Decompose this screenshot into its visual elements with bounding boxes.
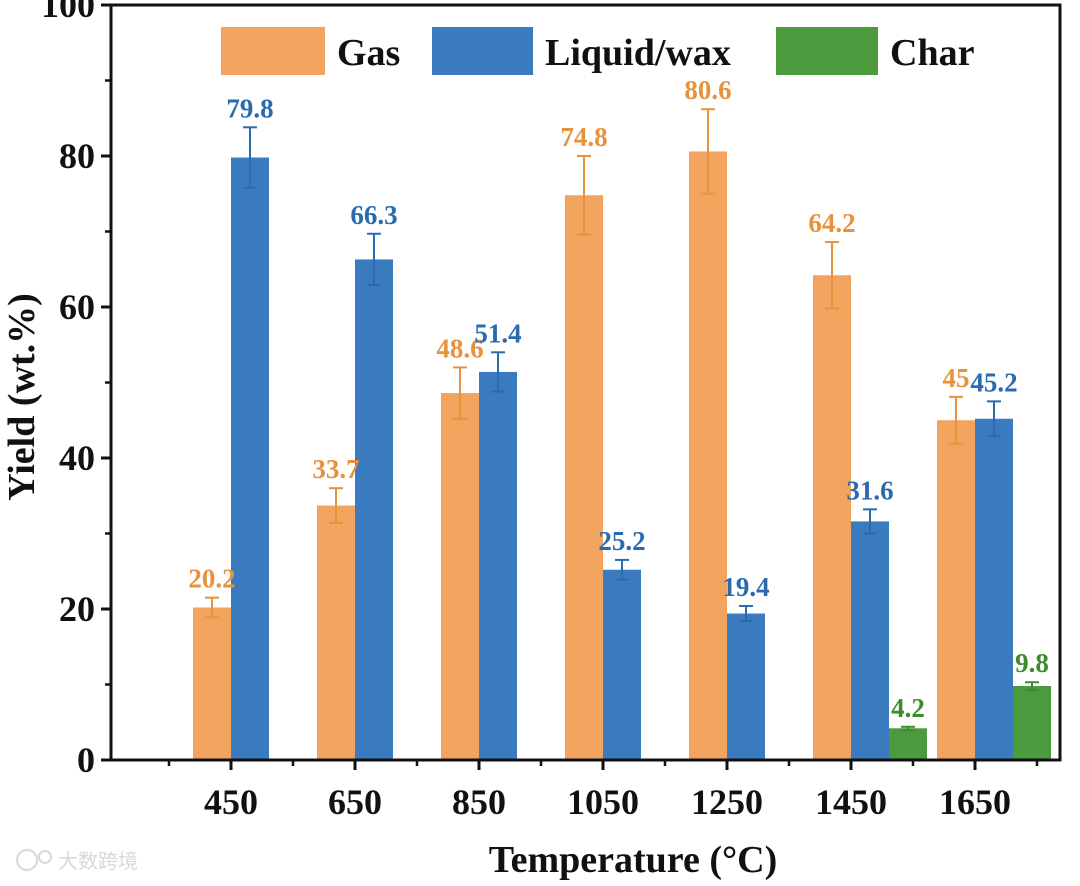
bar-gas-1050 (565, 195, 603, 760)
error-bar-gas-1250 (701, 108, 715, 195)
x-tick-label-1250: 1250 (691, 782, 763, 822)
error-bar-liquid-wax-1050 (615, 558, 629, 581)
y-tick-label-100: 100 (41, 0, 95, 25)
data-label-gas-850: 48.6 (436, 333, 483, 363)
legend: Gas Liquid/wax Char (221, 27, 975, 75)
legend-item-gas: Gas (221, 27, 400, 75)
data-labels-layer: 20.2 33.7 48.6 74.8 80.6 64.2 45 79.8 66.3 51.4 25… (188, 75, 1049, 723)
legend-swatch-liquid-wax (432, 27, 533, 75)
error-bar-gas-1450 (825, 241, 839, 310)
data-label-gas-1650: 45 (943, 363, 970, 393)
y-axis-ticks: 0 20 40 60 80 100 (41, 0, 111, 780)
error-bar-gas-850 (453, 366, 467, 420)
data-label-liquid-wax-1050: 25.2 (598, 526, 645, 556)
x-axis-title: Temperature (°C) (489, 839, 778, 881)
error-bar-gas-1650 (949, 395, 963, 445)
bar-liquid-wax-1050 (603, 569, 641, 760)
legend-swatch-char (776, 27, 878, 75)
data-label-gas-450: 20.2 (188, 564, 235, 594)
bar-liquid-wax-450 (231, 157, 269, 760)
x-axis-ticks: 450 650 850 1050 1250 1450 1650 (167, 760, 1039, 822)
error-bar-liquid-wax-1450 (863, 508, 877, 535)
data-label-liquid-wax-1650: 45.2 (970, 367, 1017, 397)
bar-liquid-wax-1450 (851, 521, 889, 760)
x-tick-label-850: 850 (452, 782, 506, 822)
y-axis-title: Yield (wt.%) (1, 293, 43, 501)
watermark-logo-dot (38, 850, 52, 864)
watermark-text: 大数跨境 (58, 849, 138, 873)
x-tick-label-1050: 1050 (567, 782, 639, 822)
bar-liquid-wax-650 (355, 259, 393, 760)
bar-liquid-wax-850 (479, 371, 517, 760)
error-bar-liquid-wax-850 (491, 351, 505, 393)
data-label-liquid-wax-650: 66.3 (350, 200, 397, 230)
data-label-char-1650: 9.8 (1015, 648, 1049, 678)
legend-label-liquid-wax: Liquid/wax (545, 32, 731, 74)
error-bars-layer (205, 108, 1039, 731)
error-bar-liquid-wax-1650 (987, 400, 1001, 438)
error-bar-gas-1050 (577, 155, 591, 236)
watermark: 大数跨境 (16, 849, 138, 873)
bar-gas-1450 (813, 275, 851, 760)
bar-liquid-wax-1650 (975, 418, 1013, 760)
bar-gas-1250 (689, 151, 727, 761)
data-label-liquid-wax-1450: 31.6 (846, 475, 893, 505)
y-tick-label-20: 20 (59, 589, 95, 629)
data-label-gas-1050: 74.8 (560, 122, 607, 152)
x-tick-label-450: 450 (204, 782, 258, 822)
error-bar-liquid-wax-1250 (739, 604, 753, 623)
legend-label-gas: Gas (337, 32, 400, 74)
error-bar-liquid-wax-450 (243, 126, 257, 189)
bar-char-1450 (889, 728, 927, 760)
bars-layer (193, 151, 1051, 761)
bar-gas-850 (441, 393, 479, 760)
legend-label-char: Char (890, 32, 975, 74)
data-label-gas-1450: 64.2 (808, 208, 855, 238)
watermark-logo-icon (16, 849, 38, 871)
data-label-liquid-wax-450: 79.8 (226, 93, 273, 123)
legend-item-char: Char (776, 27, 975, 75)
y-tick-label-40: 40 (59, 438, 95, 478)
legend-item-liquid-wax: Liquid/wax (432, 27, 731, 75)
data-label-gas-650: 33.7 (312, 454, 359, 484)
bar-gas-1650 (937, 420, 975, 760)
bar-gas-650 (317, 505, 355, 760)
error-bar-gas-650 (329, 487, 343, 524)
bar-gas-450 (193, 607, 231, 760)
error-bar-char-1450 (901, 725, 915, 731)
error-bar-liquid-wax-650 (367, 232, 381, 287)
data-label-gas-1250: 80.6 (684, 75, 731, 105)
x-tick-label-650: 650 (328, 782, 382, 822)
data-label-liquid-wax-850: 51.4 (474, 318, 521, 348)
x-tick-label-1650: 1650 (939, 782, 1011, 822)
bar-char-1650 (1013, 686, 1051, 760)
x-tick-label-1450: 1450 (815, 782, 887, 822)
y-tick-label-0: 0 (77, 740, 95, 780)
y-tick-label-60: 60 (59, 287, 95, 327)
y-tick-label-80: 80 (59, 136, 95, 176)
data-label-char-1450: 4.2 (891, 693, 925, 723)
legend-swatch-gas (221, 27, 325, 75)
error-bar-char-1650 (1025, 681, 1039, 691)
error-bar-gas-450 (205, 596, 219, 619)
data-label-liquid-wax-1250: 19.4 (722, 572, 769, 602)
bar-liquid-wax-1250 (727, 613, 765, 760)
